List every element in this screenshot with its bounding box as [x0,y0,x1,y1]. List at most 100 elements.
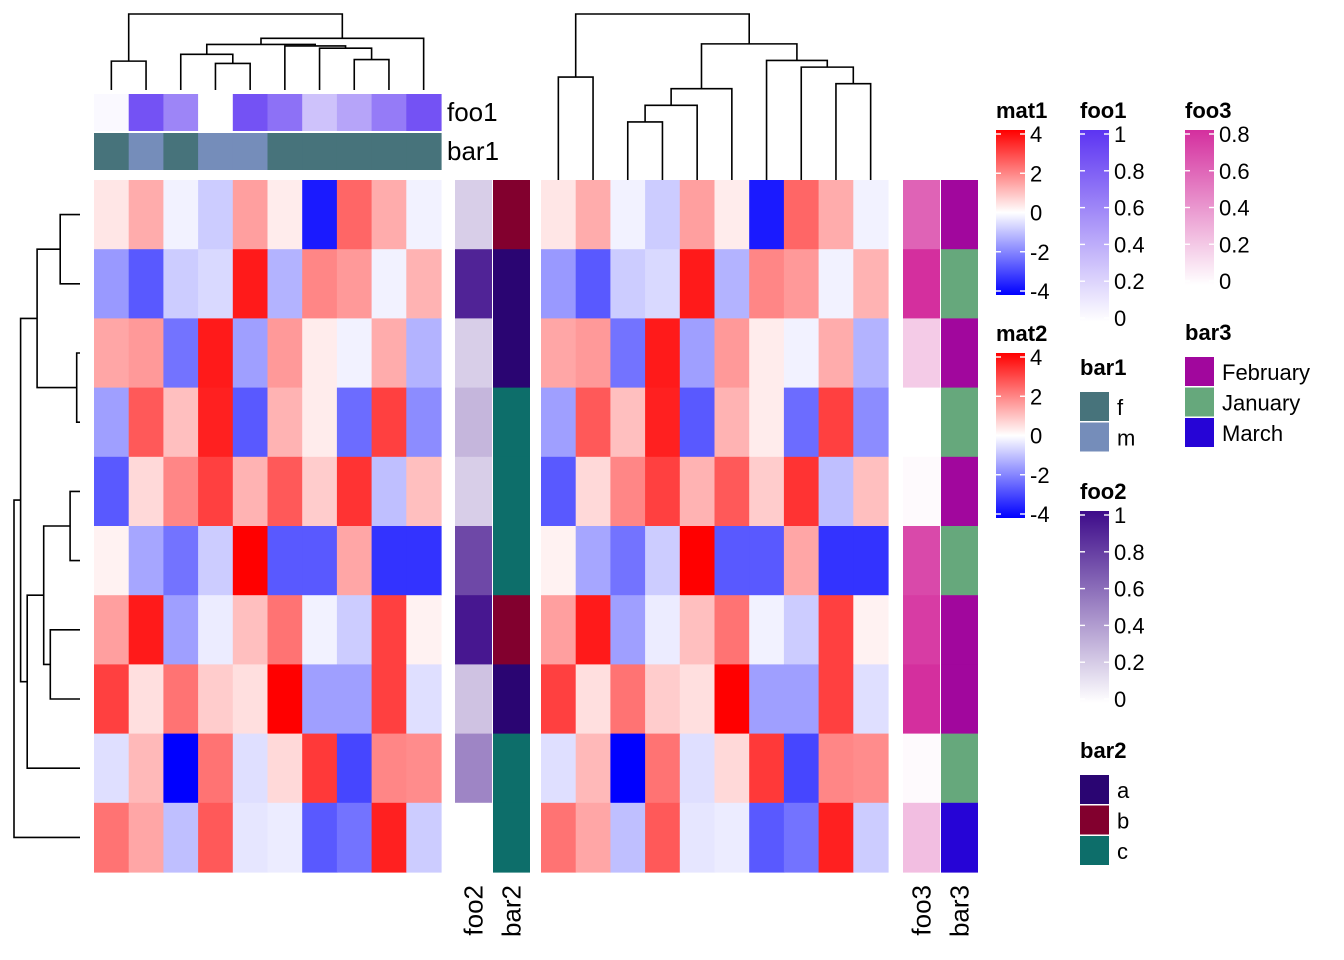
foo1-cell [406,94,442,131]
mat1-cell [128,664,164,735]
mat1-cell [336,180,373,250]
column-annotations: foo1 bar1 [94,94,499,170]
mat2-cell [679,318,716,389]
bar1-legend-swatch [1080,422,1109,452]
mat1-column-dendrogram-branch [284,45,347,90]
mat2-cell [783,664,820,735]
mat1-column-dendrogram-branch [179,53,234,90]
mat2-cell [818,595,854,665]
mat2-cell [679,733,716,804]
mat1-cell [267,249,303,319]
mat2-cell [783,526,820,596]
foo2-cell [455,733,492,804]
mat2-cell [714,733,750,804]
mat1-cell [198,595,234,665]
foo2-cell [455,180,492,250]
mat2-cell [645,595,681,665]
mat2-cell [818,180,854,250]
foo1-legend-tick-label: 1 [1114,122,1126,147]
mat1-cell [94,733,130,804]
mat2-column-dendrogram-branch [626,121,664,180]
mat2-heatmap [541,180,889,873]
mat1-cell [336,526,373,596]
mat2-cell [541,318,577,389]
mat2-cell [749,802,785,873]
mat1-cell [336,595,373,665]
mat1-cell [94,387,130,458]
mat1-cell [128,318,164,389]
mat2-cell [749,387,785,458]
mat1-cell [302,664,338,735]
mat1-cell [302,180,338,250]
mat2-cell [783,456,820,527]
mat2-cell [645,802,681,873]
mat1-cell [302,249,338,319]
mat2-cell [783,318,820,389]
mat2-cell [679,456,716,527]
mat2-cell [575,249,611,319]
mat2-cell [610,595,646,665]
row-dendrogram-branch [42,525,71,666]
mat1-cell [336,387,373,458]
mat1-cell [232,318,269,389]
mat1-cell [406,387,442,458]
mat1-cell [267,387,303,458]
mat2-cell [749,664,785,735]
foo1-cell [232,94,269,131]
foo2-legend-colorbar [1080,511,1109,703]
foo3-legend-tick-label: 0.8 [1219,122,1250,147]
mat2-cell [853,456,889,527]
mat2-cell [645,318,681,389]
mat2-cell [679,249,716,319]
mat2-cell [749,733,785,804]
bar2-legend-title: bar2 [1080,738,1126,763]
mat2-cell [714,802,750,873]
mat2-cell [645,526,681,596]
bar3-legend-swatch [1185,418,1214,447]
mat1-cell [198,664,234,735]
foo1-cell [371,94,407,131]
mat2-cell [714,180,750,250]
foo1-cell [336,94,373,131]
mat1-column-dendrogram-branch [214,62,251,90]
foo2-cell [455,456,492,527]
foo1-legend-tick-label: 0.8 [1114,159,1145,184]
mat1-cell [163,802,199,873]
mat2-cell [783,733,820,804]
foo2-legend-tick-label: 0.4 [1114,613,1145,638]
mat2-cell [714,595,750,665]
mat1-cell [163,180,199,250]
bar2-legend-label: a [1117,778,1130,803]
mat2-cell [853,526,889,596]
foo3-cell [903,249,940,319]
bar3-legend-label: March [1222,421,1283,446]
mat1-cell [267,802,303,873]
bar1-cell [302,133,338,170]
mat1-cell [302,595,338,665]
bar2-legend-swatch [1080,836,1109,865]
mat1-cell [128,733,164,804]
mat1-cell [406,456,442,527]
mat1-cell [163,249,199,319]
mat1-cell [198,249,234,319]
mat1-cell [336,249,373,319]
mat1-cell [198,733,234,804]
bar3-annotation-label: bar3 [945,885,975,937]
mat2-cell [541,526,577,596]
row-dendrogram-branch [75,352,80,423]
bar2-cell [493,664,530,735]
mat2-cell [714,249,750,319]
mat1-cell [163,595,199,665]
mat2-legend-tick-label: 0 [1030,424,1042,449]
bar1-annotation-label: bar1 [447,136,499,166]
mat2-column-dendrogram [557,13,872,180]
mat1-cell [336,664,373,735]
mat2-cell [679,664,716,735]
mat2-cell [575,387,611,458]
mat1-cell [267,318,303,389]
mat2-cell [575,318,611,389]
